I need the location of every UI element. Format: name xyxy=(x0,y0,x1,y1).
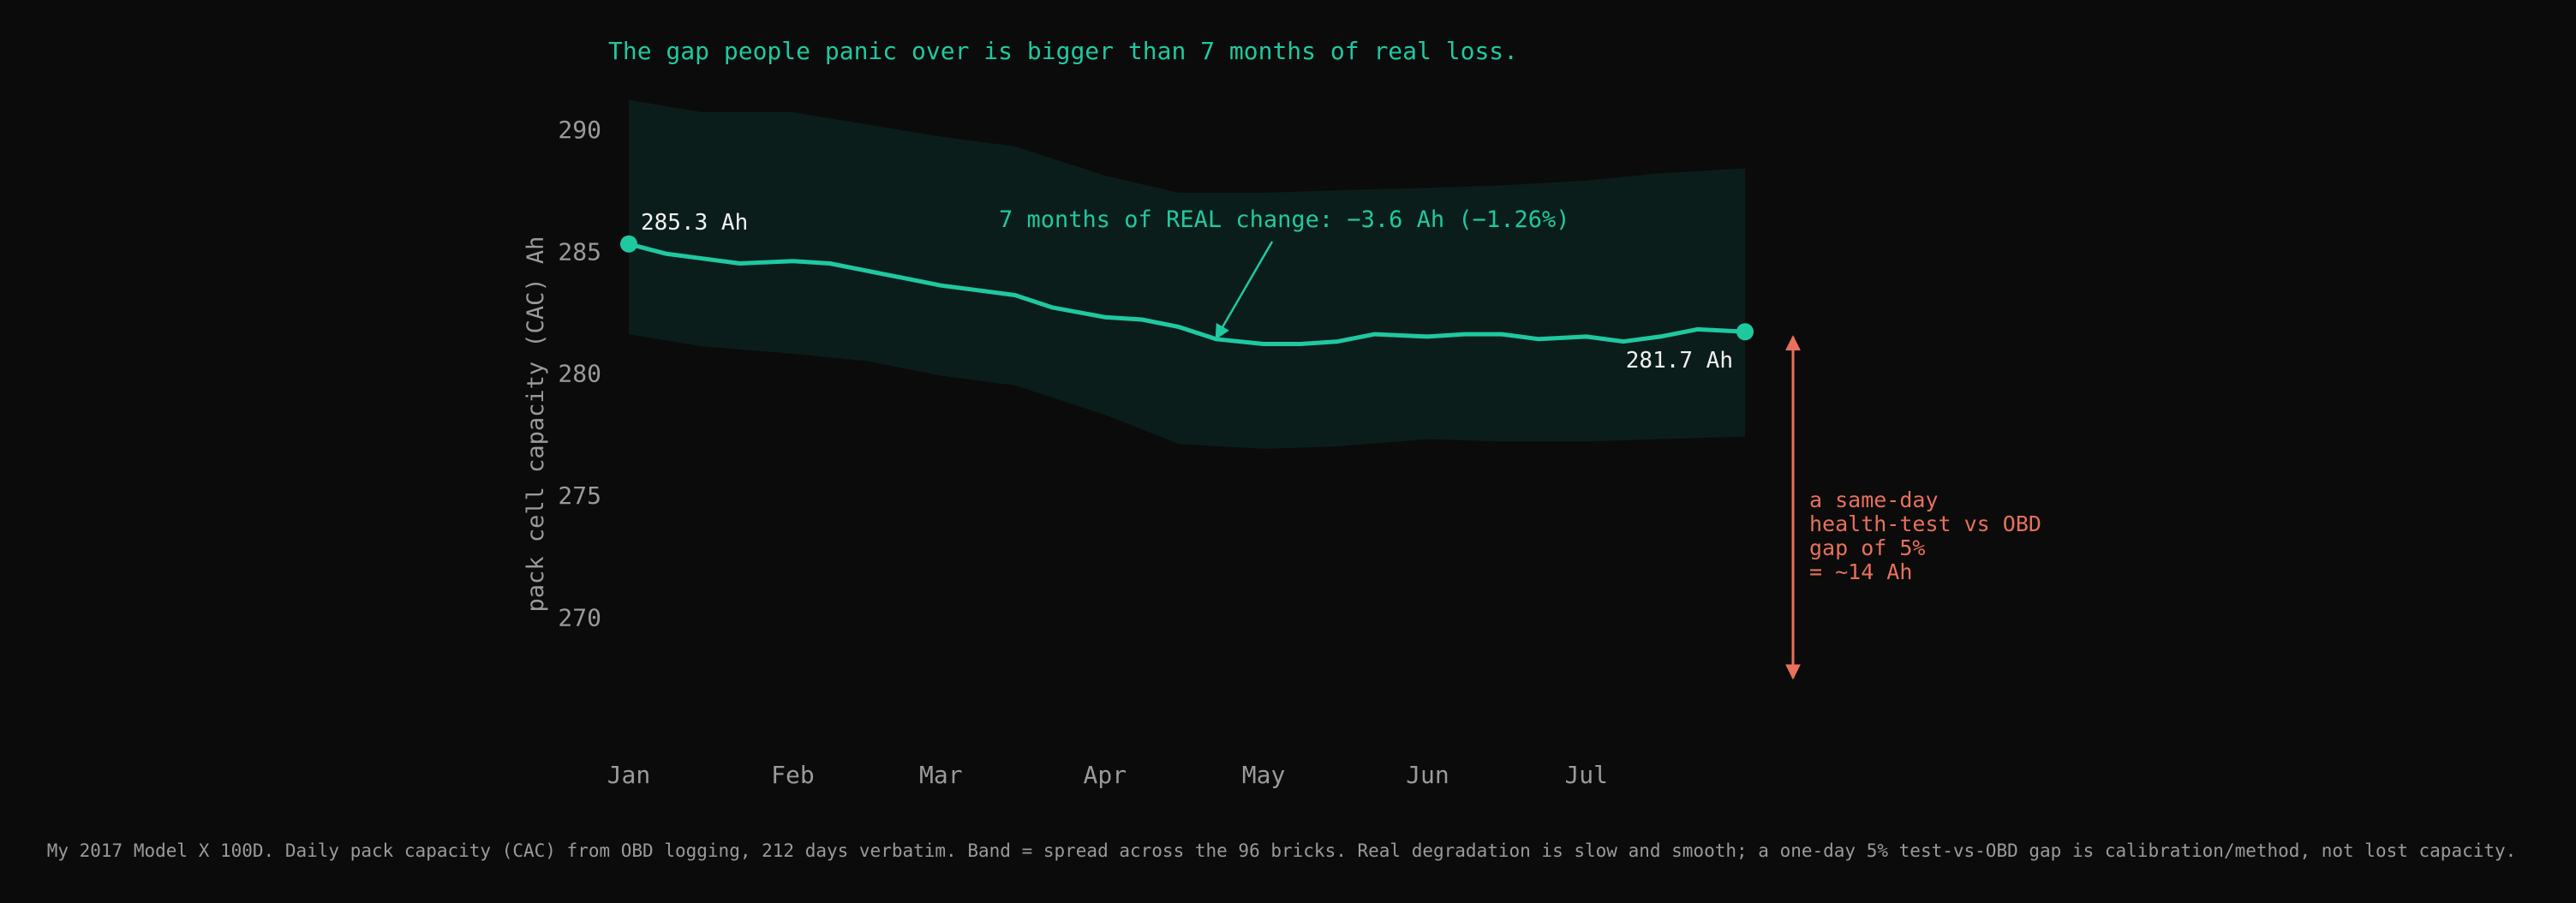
x-tick-label: Feb xyxy=(771,761,815,789)
y-tick-label: 275 xyxy=(558,481,601,510)
x-tick-label: Apr xyxy=(1083,761,1127,789)
real-change-label: 7 months of REAL change: −3.6 Ah (−1.26%… xyxy=(999,206,1569,233)
y-tick-label: 280 xyxy=(558,360,601,388)
real-change-annotation: 7 months of REAL change: −3.6 Ah (−1.26%… xyxy=(999,206,1569,340)
endpoint-markers: 285.3 Ah 281.7 Ah xyxy=(620,210,1754,374)
gap-label-line: gap of 5% xyxy=(1809,535,1925,560)
y-axis-label: pack cell capacity (CAC) Ah xyxy=(523,236,549,613)
x-tick-label: Jun xyxy=(1406,761,1449,789)
x-axis-ticks: Jan Feb Mar Apr May Jun Jul xyxy=(607,761,1608,789)
endpoint-label: 285.3 Ah xyxy=(641,210,748,236)
endpoint-label: 281.7 Ah xyxy=(1626,348,1733,374)
endpoint-marker xyxy=(1736,323,1754,341)
real-change-arrow xyxy=(1215,241,1274,340)
series-line-capacity xyxy=(628,242,1746,346)
endpoint-marker xyxy=(620,235,637,253)
gap-label-line: = ~14 Ah xyxy=(1809,559,1912,584)
brick-spread-band xyxy=(629,99,1745,449)
gap-label-line: a same-day xyxy=(1809,487,1939,512)
y-tick-label: 270 xyxy=(558,603,601,631)
x-tick-label: May xyxy=(1242,761,1286,789)
x-tick-label: Jul xyxy=(1564,761,1608,789)
x-tick-label: Jan xyxy=(607,761,651,789)
footer-note: My 2017 Model X 100D. Daily pack capacit… xyxy=(47,840,2517,861)
gap-label-line: health-test vs OBD xyxy=(1809,511,2041,536)
x-tick-label: Mar xyxy=(919,761,963,789)
y-tick-label: 285 xyxy=(558,237,601,266)
chart-title: The gap people panic over is bigger than… xyxy=(608,37,1518,65)
y-axis-ticks: 270 275 280 285 290 xyxy=(558,116,601,631)
y-tick-label: 290 xyxy=(558,116,601,144)
